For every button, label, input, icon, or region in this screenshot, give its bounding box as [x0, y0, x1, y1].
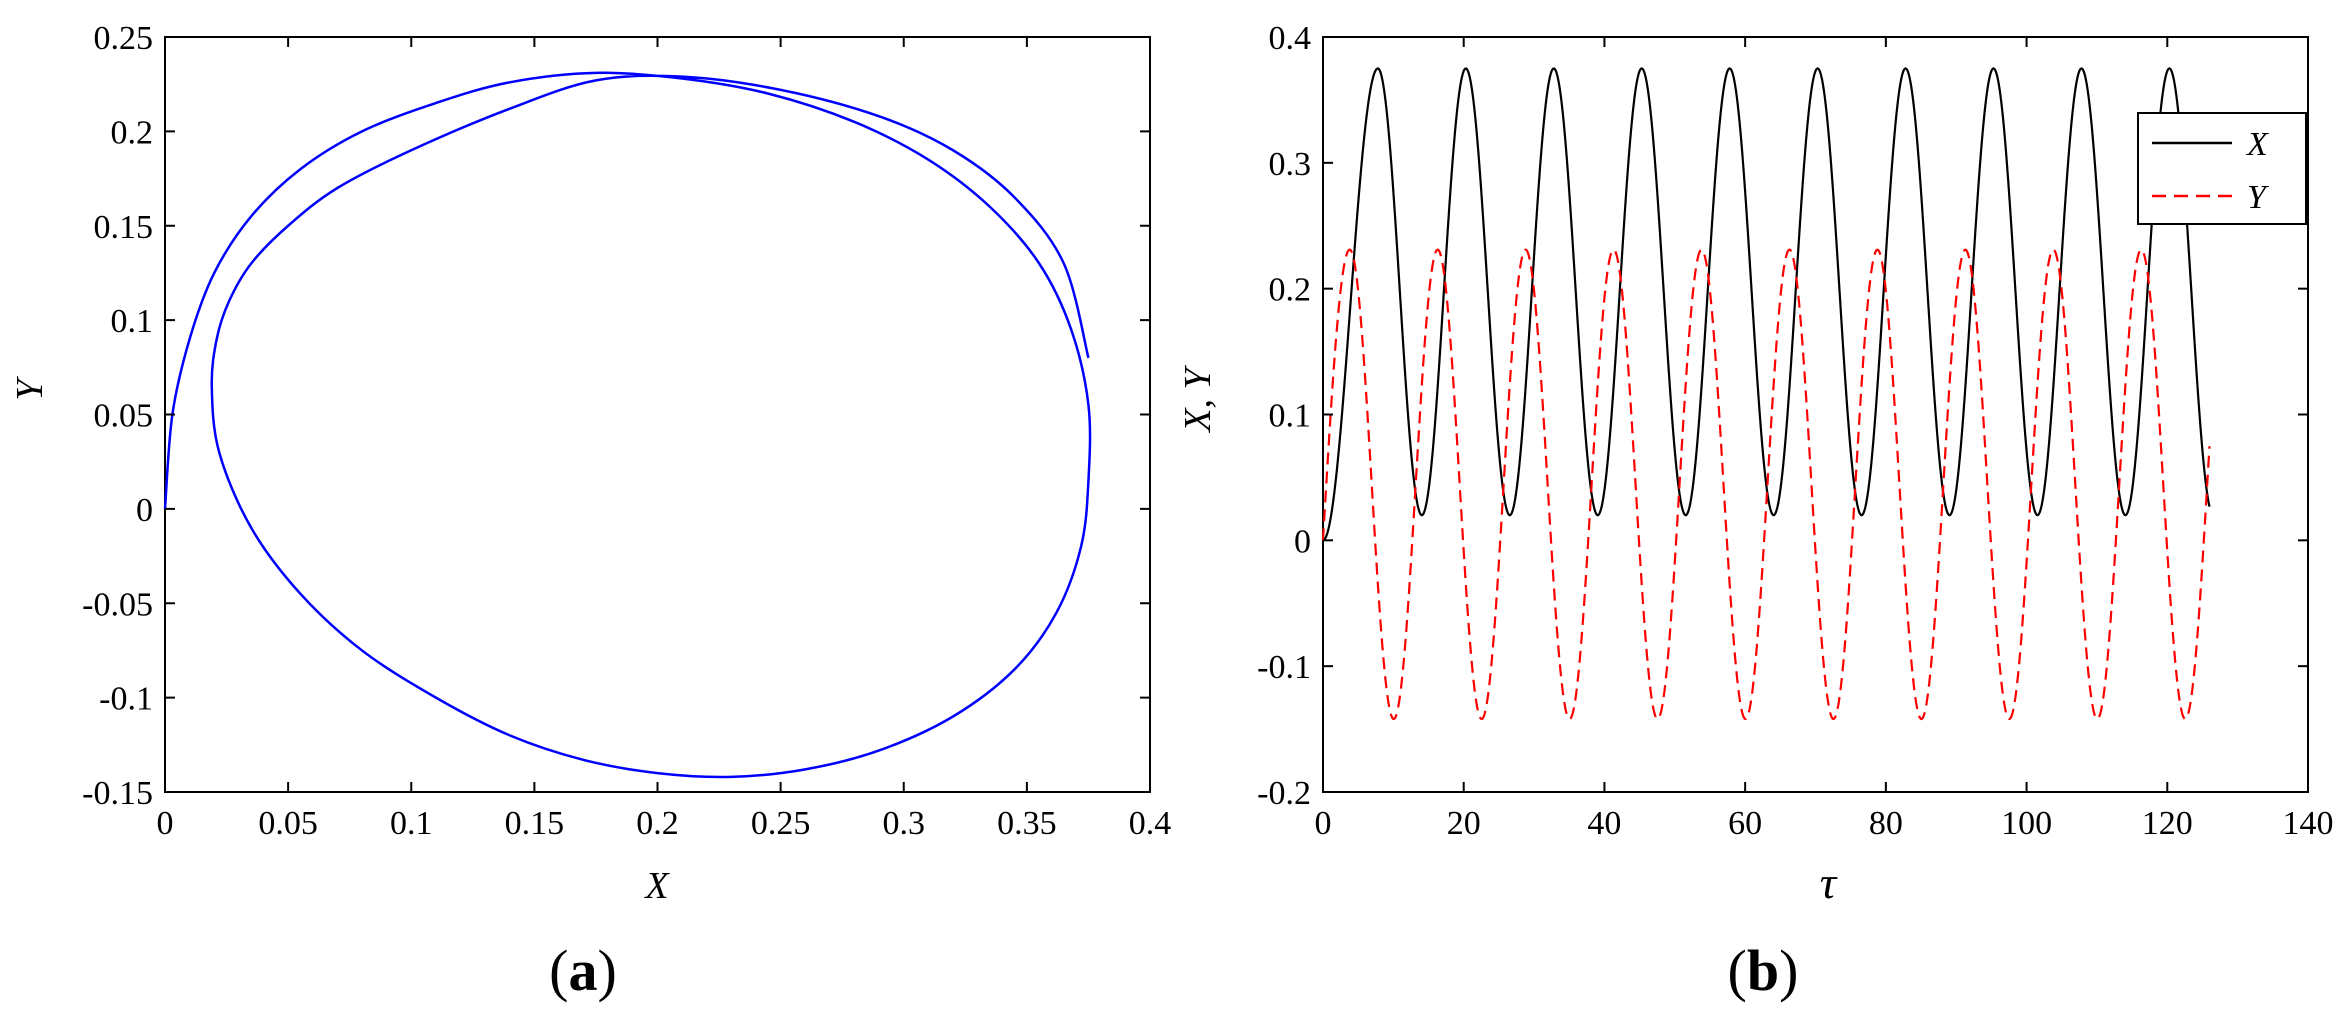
- x-axis-ticks: 0 20 40 60 80 100 120 140: [1315, 37, 2334, 842]
- y-tick-label: -0.05: [82, 586, 153, 623]
- y-axis-label: X, Y: [1177, 364, 1219, 433]
- x-tick-label: 60: [1728, 805, 1762, 842]
- y-tick-label: 0.05: [94, 398, 154, 435]
- series-line-x: [1322, 67, 2211, 542]
- y-tick-label: -0.1: [99, 681, 153, 718]
- x-tick-label: 40: [1587, 805, 1621, 842]
- x-tick-label: 120: [2142, 805, 2193, 842]
- x-tick-label: 0.05: [258, 805, 318, 842]
- legend: X Y: [2137, 112, 2307, 225]
- legend-label-y: Y: [2247, 179, 2269, 216]
- x-tick-label: 0.3: [883, 805, 926, 842]
- trajectory-line: [163, 71, 1092, 779]
- x-axis-ticks: 0 0.05 0.1 0.15 0.2 0.25 0.3 0.35 0.4: [157, 37, 1172, 842]
- y-axis-label: Y: [9, 376, 51, 401]
- y-axis-ticks: -0.15 -0.1 -0.05 0 0.05 0.1 0.15 0.2 0.25: [82, 20, 1150, 812]
- x-tick-label: 140: [2283, 805, 2334, 842]
- y-tick-label: 0.4: [1269, 20, 1312, 57]
- panel-letter-b: b: [1747, 938, 1779, 1003]
- x-tick-label: 0.4: [1129, 805, 1172, 842]
- x-tick-label: 20: [1447, 805, 1481, 842]
- legend-box: [2137, 112, 2307, 225]
- panel-letter-a: a: [569, 938, 598, 1003]
- phase-portrait-panel: 0 0.05 0.1 0.15 0.2 0.25 0.3 0.35 0.4 -0.15-0.1-…: [9, 20, 1171, 1003]
- x-tick-label: 0.2: [636, 805, 679, 842]
- x-tick-label: 100: [2001, 805, 2052, 842]
- y-tick-label: 0.1: [111, 303, 154, 340]
- x-axis-label: X: [643, 865, 670, 907]
- x-tick-label: 0.35: [997, 805, 1057, 842]
- y-tick-label: 0.2: [111, 114, 154, 151]
- y-tick-label: -0.1: [1257, 649, 1311, 686]
- y-tick-label: 0.15: [94, 209, 154, 246]
- x-tick-label: 0: [1315, 805, 1332, 842]
- y-tick-label: 0: [136, 492, 153, 529]
- plot-area-frame: [164, 36, 1151, 793]
- panel-label-b: (b): [1728, 938, 1799, 1003]
- y-tick-label: -0.2: [1257, 775, 1311, 812]
- x-tick-label: 0.15: [505, 805, 565, 842]
- x-tick-label: 0: [157, 805, 174, 842]
- time-series-panel: 0 20 40 60 80 100 120 140 -0.2 -0.1 0 0.1 0.2 0.3 0.4…: [1177, 20, 2334, 1003]
- y-tick-label: 0: [1294, 523, 1311, 560]
- legend-label-x: X: [2245, 126, 2269, 163]
- y-tick-label: 0.25: [94, 20, 154, 57]
- y-axis-ticks: -0.2 -0.1 0 0.1 0.2 0.3 0.4: [1257, 20, 2308, 812]
- series-line-y: [1321, 248, 2211, 721]
- y-tick-label: 0.3: [1269, 146, 1312, 183]
- series-layer: [1321, 67, 2211, 721]
- panel-label-a: (a): [549, 938, 617, 1003]
- series-layer: [163, 71, 1092, 779]
- y-tick-label: 0.2: [1269, 272, 1312, 309]
- y-tick-label: 0.1: [1269, 398, 1312, 435]
- x-axis-label: τ: [1820, 857, 1838, 908]
- x-tick-label: 0.1: [390, 805, 433, 842]
- x-tick-label: 80: [1869, 805, 1903, 842]
- x-tick-label: 0.25: [751, 805, 811, 842]
- y-tick-label: -0.15: [82, 775, 153, 812]
